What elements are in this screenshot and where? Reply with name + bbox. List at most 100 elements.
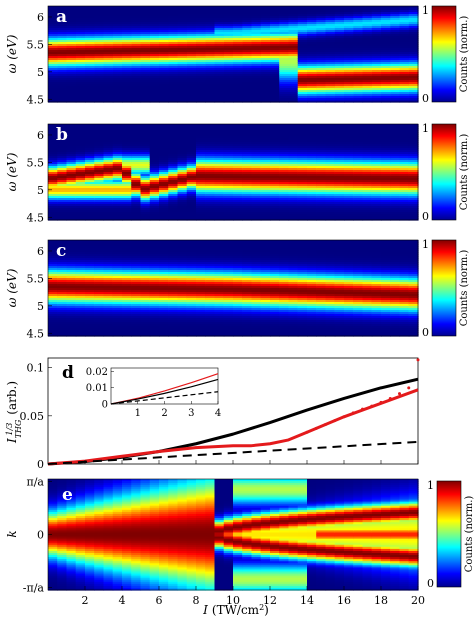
heatmap-cell	[131, 334, 142, 337]
heatmap-cell	[279, 130, 290, 133]
heatmap-cell	[186, 326, 197, 329]
heatmap-cell	[390, 14, 401, 17]
heatmap-cell	[288, 184, 299, 187]
heatmap-cell	[85, 72, 95, 75]
heatmap-cell	[112, 274, 123, 277]
heatmap-cell	[260, 26, 271, 29]
heatmap-cell	[362, 200, 373, 203]
heatmap-cell	[159, 204, 169, 207]
heatmap-cell	[131, 10, 142, 13]
heatmap-cell	[260, 254, 271, 257]
heatmap-cell	[57, 162, 68, 165]
heatmap-cell	[196, 320, 206, 323]
heatmap-cell	[390, 188, 401, 191]
heatmap-cell	[381, 132, 391, 135]
heatmap-cell	[122, 202, 132, 205]
heatmap-cell	[316, 44, 327, 47]
heatmap-cell	[325, 210, 336, 213]
heatmap-cell	[307, 6, 317, 9]
heatmap-cell	[75, 158, 86, 161]
heatmap-cell	[159, 170, 169, 173]
heatmap-cell	[66, 308, 77, 311]
heatmap-cell	[196, 200, 206, 203]
heatmap-cell	[251, 250, 262, 253]
heatmap-cell	[279, 50, 290, 53]
heatmap-cell	[159, 186, 169, 189]
heatmap-cell	[242, 332, 253, 335]
heatmap-cell	[325, 214, 336, 217]
heatmap-cell	[371, 186, 382, 189]
heatmap-cell	[279, 196, 290, 199]
heatmap-cell	[112, 8, 123, 11]
heatmap-cell	[251, 168, 262, 171]
heatmap-cell	[390, 32, 401, 35]
heatmap-cell	[316, 10, 327, 13]
heatmap-cell	[149, 154, 160, 157]
heatmap-cell	[325, 156, 336, 159]
heatmap-cell	[399, 98, 410, 101]
heatmap-cell	[112, 74, 123, 77]
heatmap-cell	[149, 204, 160, 207]
heatmap-cell	[233, 88, 243, 91]
heatmap-cell	[381, 172, 391, 175]
heatmap-cell	[390, 156, 401, 159]
heatmap-cell	[140, 262, 151, 265]
heatmap-cell	[233, 250, 243, 253]
heatmap-cell	[85, 160, 95, 163]
heatmap-cell	[48, 300, 58, 303]
heatmap-cell	[242, 260, 253, 263]
heatmap-cell	[223, 310, 234, 313]
heatmap-cell	[57, 168, 68, 171]
heatmap-cell	[214, 42, 225, 45]
heatmap-cell	[140, 298, 151, 301]
heatmap-cell	[270, 144, 280, 147]
heatmap-cell	[196, 198, 206, 201]
heatmap-cell	[325, 54, 336, 57]
heatmap-cell	[371, 34, 382, 37]
heatmap-cell	[344, 100, 354, 103]
heatmap-cell	[140, 212, 151, 215]
heatmap-cell	[307, 34, 317, 37]
heatmap-cell	[297, 170, 308, 173]
heatmap-cell	[334, 168, 345, 171]
heatmap-cell	[85, 76, 95, 79]
heatmap-cell	[131, 164, 142, 167]
heatmap-cell	[344, 124, 354, 127]
heatmap-cell	[325, 98, 336, 101]
heatmap-cell	[149, 216, 160, 219]
heatmap-cell	[371, 90, 382, 93]
heatmap-cell	[177, 184, 188, 187]
heatmap-cell	[242, 314, 253, 317]
heatmap-cell	[140, 42, 151, 45]
heatmap-cell	[270, 176, 280, 179]
heatmap-cell	[223, 100, 234, 103]
heatmap-cell	[168, 146, 179, 149]
heatmap-cell	[233, 74, 243, 77]
heatmap-cell	[112, 326, 123, 329]
heatmap-cell	[140, 300, 151, 303]
heatmap-cell	[334, 48, 345, 51]
heatmap-cell	[168, 80, 179, 83]
heatmap-cell	[371, 96, 382, 99]
heatmap-cell	[325, 178, 336, 181]
heatmap-cell	[94, 164, 105, 167]
heatmap-cell	[112, 84, 123, 87]
heatmap-cell	[242, 174, 253, 177]
heatmap-cell	[196, 96, 206, 99]
heatmap-cell	[66, 188, 77, 191]
heatmap-cell	[316, 152, 327, 155]
heatmap-cell	[177, 212, 188, 215]
heatmap-cell	[103, 192, 114, 195]
heatmap-cell	[408, 138, 419, 141]
heatmap-cell	[251, 210, 262, 213]
heatmap-cell	[149, 196, 160, 199]
heatmap-cell	[251, 20, 262, 23]
heatmap-cell	[149, 172, 160, 175]
heatmap-cell	[177, 306, 188, 309]
heatmap-cell	[297, 28, 308, 31]
heatmap-cell	[279, 88, 290, 91]
heatmap-cell	[353, 164, 364, 167]
heatmap-cell	[75, 286, 86, 289]
heatmap-cell	[131, 202, 142, 205]
heatmap-cell	[122, 218, 132, 221]
